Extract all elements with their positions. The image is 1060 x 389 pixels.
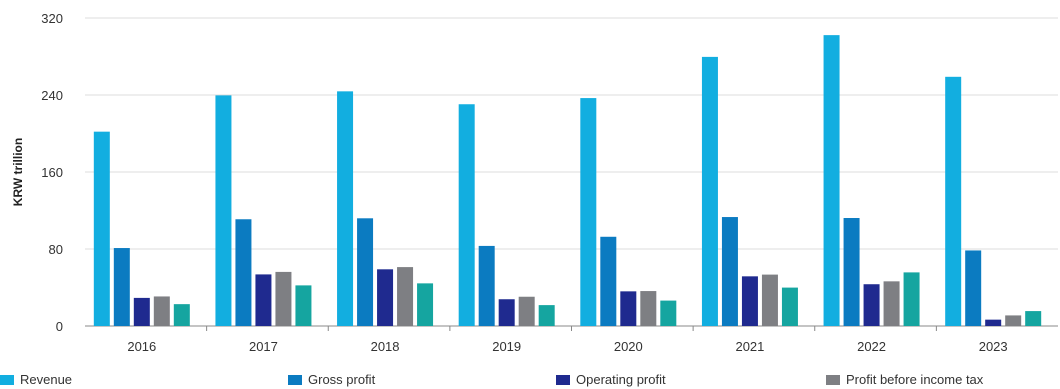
legend-label: Profit before income tax: [846, 372, 984, 387]
y-tick-label: 160: [41, 165, 63, 180]
bar-2021-series-4: [781, 287, 798, 326]
bar-2019-series-3: [518, 296, 535, 326]
bar-2018-series-1: [357, 218, 374, 326]
bar-2021-series-0: [701, 56, 718, 326]
bar-2023-series-4: [1025, 311, 1042, 326]
bar-2019-series-2: [498, 299, 515, 326]
bar-2017-series-4: [295, 285, 312, 326]
legend-swatch: [0, 374, 14, 385]
x-tick-label: 2021: [735, 339, 764, 354]
bar-2018-series-3: [397, 267, 414, 326]
legend-item: Revenue: [0, 370, 72, 389]
legend-swatch: [288, 374, 302, 385]
bar-2020-series-1: [600, 236, 617, 326]
x-tick-label: 2023: [979, 339, 1008, 354]
bar-2020-series-3: [640, 291, 657, 326]
x-tick-label: 2018: [371, 339, 400, 354]
y-tick-label: 0: [56, 319, 63, 334]
bar-2018-series-0: [337, 91, 354, 326]
bar-2023-series-2: [985, 319, 1002, 326]
bar-2018-series-2: [377, 269, 394, 326]
bar-2021-series-2: [741, 276, 758, 326]
bar-2016-series-1: [113, 248, 130, 326]
bar-2022-series-4: [903, 272, 920, 326]
legend-swatch: [826, 374, 840, 385]
legend-label: Operating profit: [576, 372, 666, 387]
legend-swatch: [556, 374, 570, 385]
bar-2016-series-3: [153, 296, 170, 326]
legend-item: Operating profit: [556, 370, 666, 389]
bar-2021-series-1: [721, 217, 738, 326]
bar-2023-series-1: [965, 250, 982, 326]
y-axis-title: KRW trillion: [11, 138, 25, 206]
bar-2023-series-0: [945, 76, 962, 326]
bar-2020-series-2: [620, 291, 637, 326]
y-tick-label: 80: [49, 242, 63, 257]
y-tick-label: 320: [41, 11, 63, 26]
bar-2022-series-2: [863, 284, 880, 326]
bar-2017-series-1: [235, 219, 252, 326]
x-tick-label: 2020: [614, 339, 643, 354]
bar-2017-series-2: [255, 274, 272, 326]
bar-2016-series-4: [173, 304, 190, 326]
bar-2017-series-3: [275, 271, 292, 326]
x-tick-labels: 2016 2017 2018 2019 2020 2021 2022 2023: [127, 326, 1008, 354]
bar-2022-series-1: [843, 218, 860, 326]
bar-2019-series-4: [538, 305, 555, 326]
legend-item: Profit before income tax: [826, 370, 983, 389]
bar-2019-series-1: [478, 245, 495, 326]
bar-2020-series-0: [580, 98, 597, 326]
legend-label: Revenue: [20, 372, 73, 387]
x-tick-label: 2019: [492, 339, 521, 354]
x-tick-label: 2022: [857, 339, 886, 354]
bars: [93, 35, 1042, 327]
bar-2017-series-0: [215, 95, 232, 326]
bar-2016-series-2: [133, 297, 150, 326]
legend: Revenue Gross profit Operating profit Profi…: [0, 370, 1060, 389]
bar-2022-series-3: [883, 281, 900, 326]
bar-2018-series-4: [417, 283, 434, 326]
y-tick-labels: 0 80 160 240 320: [41, 11, 63, 334]
bar-2021-series-3: [761, 274, 778, 326]
legend-item: Gross profit: [288, 370, 375, 389]
y-tick-label: 240: [41, 88, 63, 103]
x-tick-label: 2017: [249, 339, 278, 354]
legend-label: Gross profit: [308, 372, 376, 387]
bar-2022-series-0: [823, 35, 840, 326]
bar-2019-series-0: [458, 104, 475, 327]
bar-2016-series-0: [93, 131, 110, 326]
bar-2023-series-3: [1005, 315, 1022, 326]
x-tick-label: 2016: [127, 339, 156, 354]
bar-2020-series-4: [660, 300, 677, 326]
